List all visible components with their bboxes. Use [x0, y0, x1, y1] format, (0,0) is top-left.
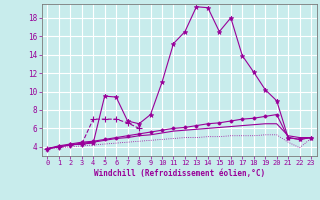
X-axis label: Windchill (Refroidissement éolien,°C): Windchill (Refroidissement éolien,°C) [94, 169, 265, 178]
